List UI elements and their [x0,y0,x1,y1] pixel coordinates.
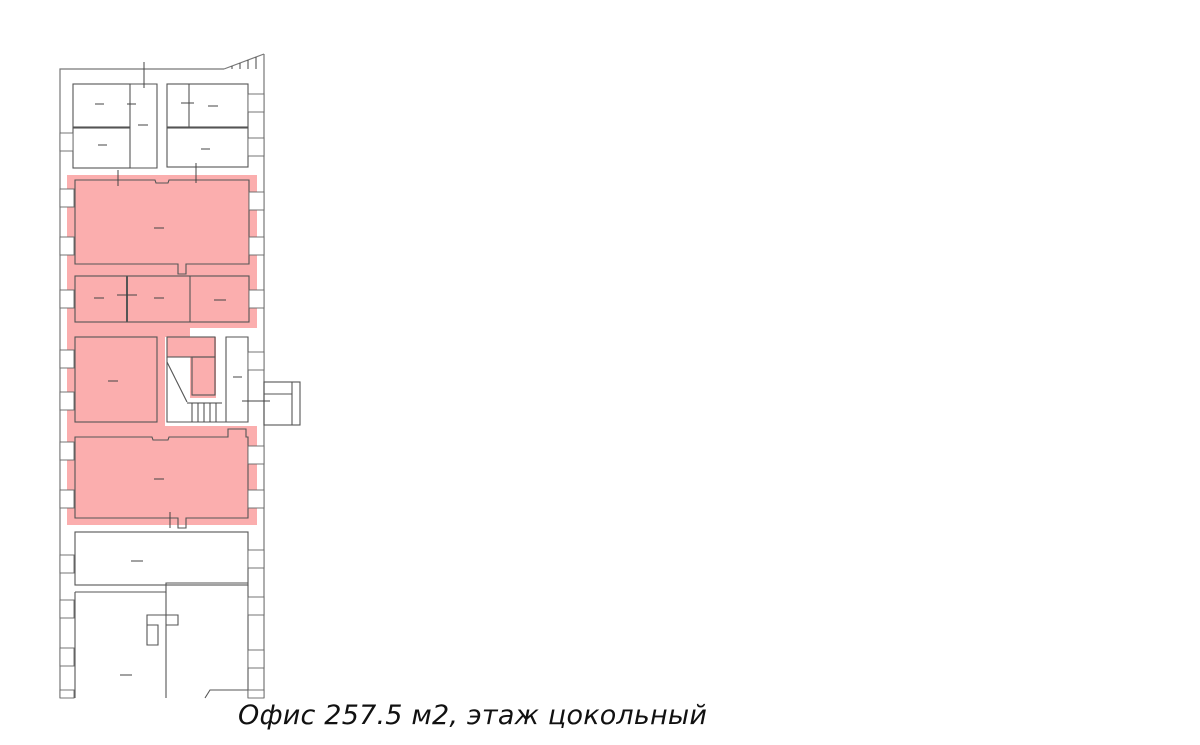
rooms [72,83,301,699]
highlight-region [67,175,257,328]
highlighted-office-area [67,175,257,525]
highlight-region [190,357,216,398]
highlight-region [67,426,257,525]
room-labels [94,62,270,676]
plan-caption: Офис 257.5 м2, этаж цокольный [238,700,708,731]
outer-walls [59,53,265,698]
highlight-region [67,328,190,337]
windows [59,93,265,699]
highlight-region [167,337,216,357]
